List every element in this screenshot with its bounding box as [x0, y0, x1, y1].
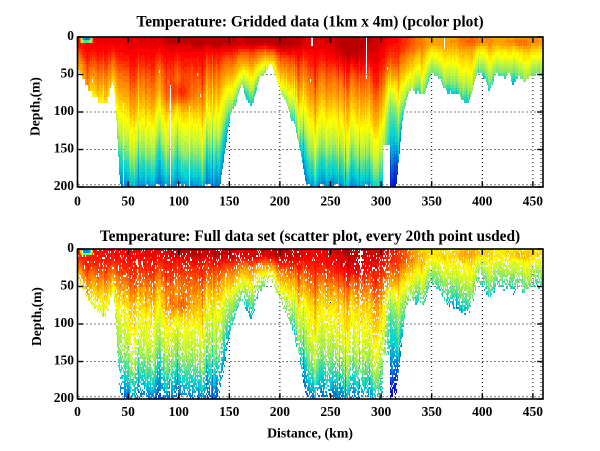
svg-text:0: 0 [74, 404, 81, 419]
svg-text:300: 300 [371, 404, 392, 419]
svg-text:450: 450 [523, 404, 544, 419]
svg-text:100: 100 [54, 315, 75, 330]
svg-text:150: 150 [54, 353, 75, 368]
svg-text:Depth,(m): Depth,(m) [29, 287, 44, 346]
svg-text:100: 100 [169, 404, 190, 419]
svg-text:50: 50 [61, 66, 75, 81]
svg-text:300: 300 [371, 194, 392, 209]
svg-text:Temperature: Full data set (sc: Temperature: Full data set (scatter plot… [100, 228, 520, 245]
svg-text:0: 0 [74, 194, 81, 209]
svg-text:250: 250 [320, 194, 341, 209]
svg-text:Temperature: Gridded data (1km: Temperature: Gridded data (1km x 4m) (pc… [136, 14, 483, 31]
svg-text:0: 0 [67, 28, 74, 43]
svg-text:50: 50 [121, 404, 135, 419]
svg-text:450: 450 [523, 194, 544, 209]
svg-text:100: 100 [54, 103, 75, 118]
svg-text:100: 100 [169, 194, 190, 209]
svg-text:50: 50 [61, 278, 75, 293]
svg-text:350: 350 [422, 194, 443, 209]
svg-text:150: 150 [54, 141, 75, 156]
svg-text:200: 200 [270, 194, 291, 209]
svg-text:150: 150 [219, 194, 240, 209]
svg-text:400: 400 [472, 404, 493, 419]
svg-text:200: 200 [54, 390, 75, 405]
svg-text:150: 150 [219, 404, 240, 419]
svg-text:50: 50 [121, 194, 135, 209]
svg-text:350: 350 [422, 404, 443, 419]
svg-text:0: 0 [67, 240, 74, 255]
svg-text:Distance, (km): Distance, (km) [267, 426, 353, 442]
svg-text:250: 250 [320, 404, 341, 419]
svg-text:Depth,(m): Depth,(m) [28, 77, 43, 136]
svg-text:200: 200 [270, 404, 291, 419]
svg-text:400: 400 [472, 194, 493, 209]
svg-text:200: 200 [54, 178, 75, 193]
